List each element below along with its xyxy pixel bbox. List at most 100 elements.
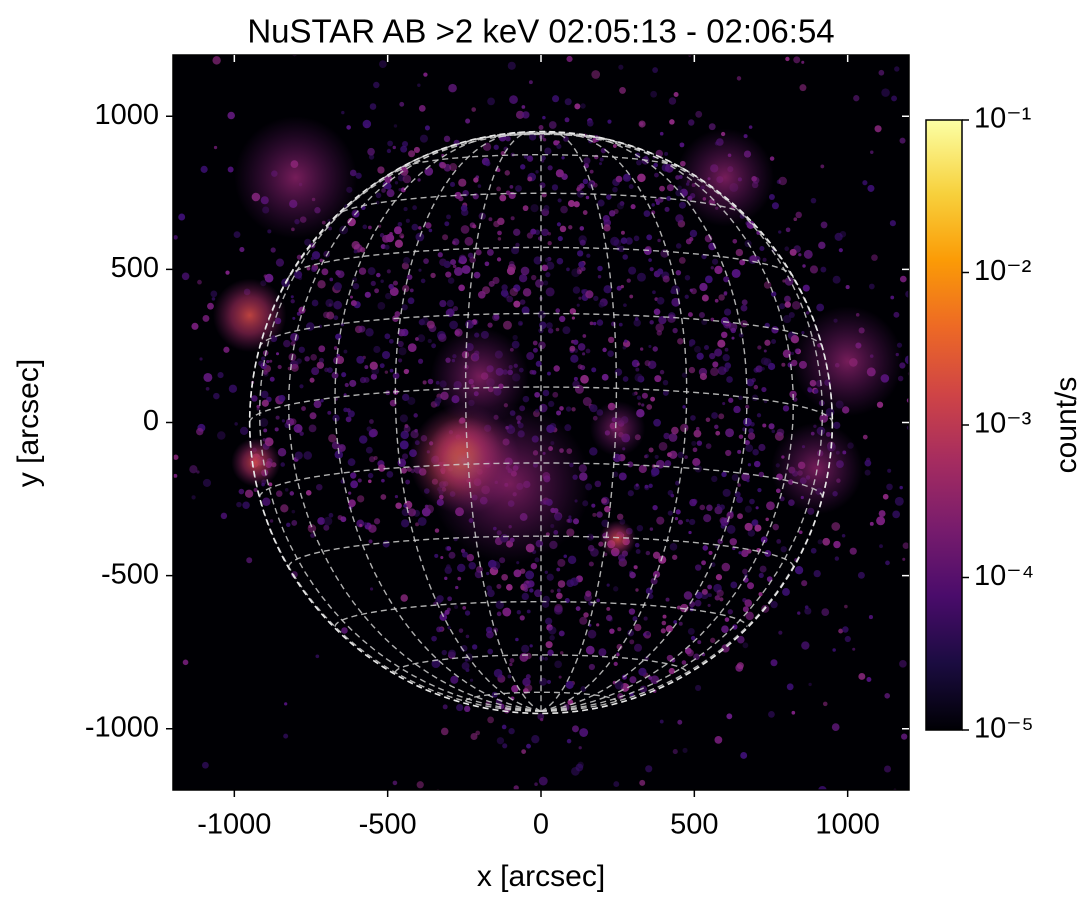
emission-speck	[408, 150, 416, 158]
emission-speck	[311, 367, 320, 376]
emission-speck	[439, 613, 448, 621]
emission-speck	[311, 251, 321, 260]
emission-speck	[668, 433, 678, 442]
emission-speck	[296, 254, 302, 260]
emission-speck	[779, 303, 786, 310]
emission-speck	[685, 518, 690, 523]
emission-speck	[732, 238, 738, 244]
emission-speck	[510, 216, 515, 221]
emission-speck	[556, 257, 564, 265]
emission-speck	[589, 447, 598, 456]
emission-speck	[678, 257, 686, 264]
emission-speck	[435, 597, 442, 604]
emission-speck	[505, 190, 511, 196]
emission-speck	[521, 105, 526, 109]
emission-speck	[778, 630, 783, 635]
emission-speck	[781, 362, 786, 367]
emission-speck	[507, 61, 516, 70]
emission-speck	[349, 295, 353, 299]
emission-speck	[710, 367, 719, 377]
emission-speck	[556, 588, 561, 593]
emission-speck	[160, 377, 164, 381]
emission-speck	[581, 266, 586, 272]
emission-speck	[367, 267, 376, 276]
emission-speck	[844, 635, 851, 643]
emission-speck	[622, 376, 629, 382]
emission-speck	[746, 478, 750, 483]
emission-speck	[352, 282, 360, 290]
emission-speck	[654, 172, 659, 178]
emission-speck	[699, 372, 708, 381]
emission-speck	[868, 283, 875, 290]
emission-speck	[367, 472, 374, 479]
emission-speck	[327, 410, 332, 415]
emission-speck	[675, 214, 684, 223]
emission-speck	[238, 488, 245, 495]
emission-speck	[399, 414, 408, 423]
emission-speck	[508, 727, 515, 735]
emission-speck	[762, 423, 767, 428]
emission-speck	[765, 517, 769, 522]
emission-speck	[560, 205, 568, 214]
emission-speck	[290, 363, 299, 372]
emission-speck	[317, 517, 326, 525]
emission-speck	[801, 580, 808, 587]
emission-speck	[759, 245, 765, 252]
emission-speck	[356, 355, 365, 364]
emission-speck	[566, 579, 575, 588]
emission-speck	[643, 210, 651, 217]
emission-speck	[914, 701, 922, 709]
emission-speck	[269, 519, 274, 523]
emission-speck	[778, 230, 782, 234]
emission-speck	[529, 644, 533, 648]
emission-speck	[541, 228, 549, 237]
emission-speck	[387, 140, 393, 147]
emission-speck	[556, 410, 562, 416]
emission-speck	[471, 644, 478, 650]
emission-speck	[526, 609, 531, 614]
emission-speck	[680, 423, 689, 433]
emission-speck	[564, 98, 572, 106]
emission-speck	[616, 202, 624, 210]
emission-speck	[726, 713, 733, 720]
emission-speck	[648, 344, 652, 348]
emission-speck	[722, 488, 731, 497]
emission-speck	[386, 148, 392, 154]
emission-speck	[529, 588, 534, 593]
emission-speck	[722, 401, 726, 406]
emission-speck	[797, 611, 801, 615]
emission-speck	[744, 505, 752, 513]
emission-speck	[699, 282, 708, 292]
emission-speck	[420, 278, 426, 284]
emission-speck	[311, 266, 318, 273]
emission-speck	[710, 266, 714, 270]
emission-speck	[283, 339, 291, 348]
emission-speck	[500, 289, 509, 297]
emission-speck	[723, 291, 728, 295]
emission-speck	[523, 587, 529, 593]
emission-speck	[745, 221, 750, 226]
emission-speck	[513, 228, 521, 236]
emission-speck	[400, 519, 410, 528]
emission-speck	[622, 345, 627, 350]
emission-speck	[721, 562, 731, 572]
emission-speck	[636, 159, 642, 166]
emission-speck	[751, 519, 759, 526]
emission-speck	[339, 445, 343, 449]
emission-speck	[738, 434, 744, 439]
emission-speck	[497, 230, 502, 236]
emission-speck	[655, 201, 660, 205]
emission-speck	[770, 659, 778, 667]
parallel	[249, 386, 833, 423]
emission-speck	[586, 253, 591, 258]
emission-speck	[677, 338, 684, 345]
emission-speck	[334, 450, 344, 459]
emission-speck	[785, 56, 790, 62]
emission-region	[771, 422, 863, 515]
emission-speck	[769, 156, 775, 161]
emission-speck	[201, 761, 209, 769]
emission-speck	[339, 225, 349, 235]
emission-speck	[384, 333, 391, 340]
emission-speck	[862, 434, 868, 440]
emission-speck	[369, 103, 377, 110]
